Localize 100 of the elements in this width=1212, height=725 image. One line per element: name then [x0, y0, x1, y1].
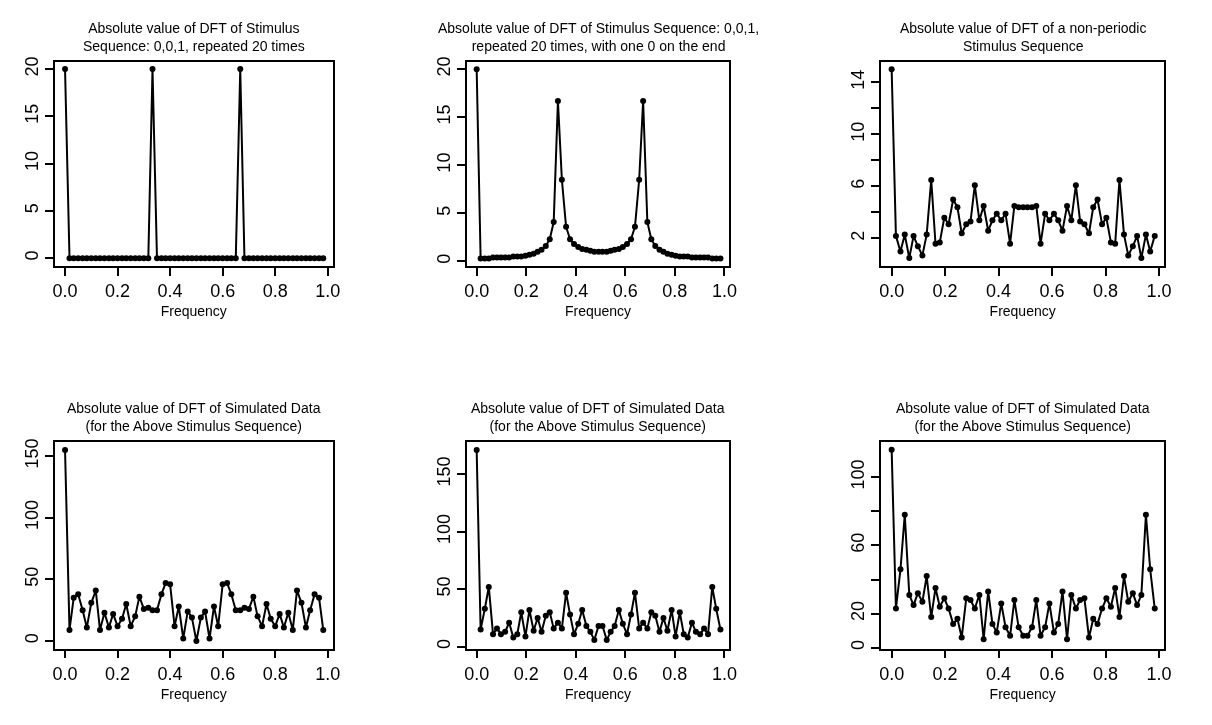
point — [127, 623, 134, 630]
point — [158, 591, 165, 598]
y-tick-label: 150 — [433, 456, 454, 487]
chart-title: Absolute value of DFT of Stimulus Sequence: 0,0,1, repeated 20 times, with one 0 on the end — [438, 20, 760, 55]
x-axis-title: Frequency — [564, 302, 632, 319]
point — [202, 608, 209, 615]
y-tick-label: 15 — [433, 104, 454, 125]
point — [193, 637, 200, 644]
point — [280, 624, 287, 631]
y-tick-label: 0 — [848, 640, 869, 651]
x-tick-label: 0.2 — [513, 663, 539, 684]
point — [237, 607, 244, 614]
point — [62, 446, 69, 453]
y-tick-label: 0 — [21, 250, 42, 261]
point — [254, 613, 261, 620]
point — [171, 623, 178, 630]
point — [272, 623, 279, 630]
x-tick-label: 0.0 — [879, 663, 905, 684]
chart-title: Absolute value of DFT of Stimulus Sequence: 0,0,1, repeated 20 times — [83, 20, 305, 55]
x-tick-label: 0.6 — [612, 281, 638, 302]
point — [263, 601, 270, 608]
point — [289, 626, 296, 633]
x-tick-label: 0.4 — [563, 281, 589, 302]
point — [197, 614, 204, 621]
chart-title: Absolute value of DFT of a non-periodic Stimulus Sequence — [900, 20, 1147, 55]
y-tick-label: 14 — [848, 69, 869, 90]
y-tick-label: 100 — [21, 500, 42, 531]
x-axis-title: Frequency — [160, 685, 227, 702]
x-axis-title: Frequency — [564, 685, 632, 702]
x-tick-label: 0.6 — [210, 663, 236, 684]
point — [175, 603, 182, 610]
point — [75, 591, 82, 598]
point — [210, 603, 217, 610]
x-tick-label: 0.4 — [563, 663, 589, 684]
x-tick-label: 0.2 — [513, 281, 539, 302]
x-tick-label: 0.2 — [105, 663, 131, 684]
x-tick-label: 0.4 — [157, 281, 183, 302]
point — [188, 614, 195, 621]
point — [92, 587, 99, 594]
point — [123, 601, 130, 608]
y-tick-label: 50 — [433, 576, 454, 597]
x-tick-label: 0.2 — [105, 281, 131, 302]
y-tick-label: 100 — [848, 459, 869, 490]
point — [110, 610, 117, 617]
y-tick-label: 10 — [21, 150, 42, 171]
x-tick-label: 0.8 — [1093, 281, 1119, 302]
x-tick-label: 0.8 — [262, 281, 288, 302]
point — [320, 626, 327, 633]
point — [302, 624, 309, 631]
y-tick-label: 5 — [21, 203, 42, 214]
point — [285, 609, 292, 616]
point — [88, 599, 95, 606]
x-tick-label: 0.6 — [612, 663, 638, 684]
x-tick-label: 0.8 — [662, 281, 688, 302]
point — [136, 593, 143, 600]
point — [245, 605, 252, 612]
x-tick-label: 1.0 — [1146, 281, 1172, 302]
point — [167, 581, 174, 588]
point — [83, 624, 90, 631]
point — [105, 624, 112, 631]
y-tick-label: 5 — [433, 205, 454, 216]
y-tick-label: 10 — [848, 121, 869, 142]
y-tick-label: 20 — [21, 56, 42, 77]
point — [293, 587, 300, 594]
point — [153, 607, 160, 614]
y-tick-label: 0 — [21, 633, 42, 644]
point — [184, 608, 191, 615]
x-tick-label: 0.2 — [932, 663, 958, 684]
point — [298, 599, 305, 606]
y-tick-label: 100 — [433, 514, 454, 545]
y-tick-label: 0 — [433, 253, 454, 264]
x-tick-label: 0.8 — [262, 663, 288, 684]
x-tick-label: 0.6 — [210, 281, 236, 302]
point — [101, 609, 108, 616]
point — [215, 623, 222, 630]
x-tick-label: 1.0 — [315, 281, 341, 302]
y-tick-label: 20 — [433, 56, 454, 77]
x-tick-label: 0.6 — [1039, 281, 1065, 302]
x-tick-label: 1.0 — [711, 281, 737, 302]
x-tick-label: 0.0 — [52, 663, 78, 684]
point — [66, 626, 73, 633]
point — [180, 635, 187, 642]
point — [259, 623, 266, 630]
x-tick-label: 0.0 — [879, 281, 905, 302]
x-tick-label: 1.0 — [1146, 663, 1172, 684]
x-tick-label: 0.6 — [1039, 663, 1065, 684]
x-tick-label: 1.0 — [711, 663, 737, 684]
point — [145, 604, 152, 611]
y-tick-label: 150 — [21, 438, 42, 469]
point — [132, 613, 139, 620]
chart-title: Absolute value of DFT of Simulated Data (for the Above Stimulus Sequence) — [67, 400, 321, 435]
point — [70, 594, 77, 601]
y-tick-label: 15 — [21, 103, 42, 124]
x-tick-label: 0.0 — [52, 281, 78, 302]
point — [228, 591, 235, 598]
x-axis-title: Frequency — [160, 302, 227, 319]
point — [311, 591, 318, 598]
y-tick-label: 6 — [848, 178, 869, 189]
chart-title: Absolute value of DFT of Simulated Data (for the Above Stimulus Sequence) — [471, 400, 725, 435]
point — [316, 594, 323, 601]
